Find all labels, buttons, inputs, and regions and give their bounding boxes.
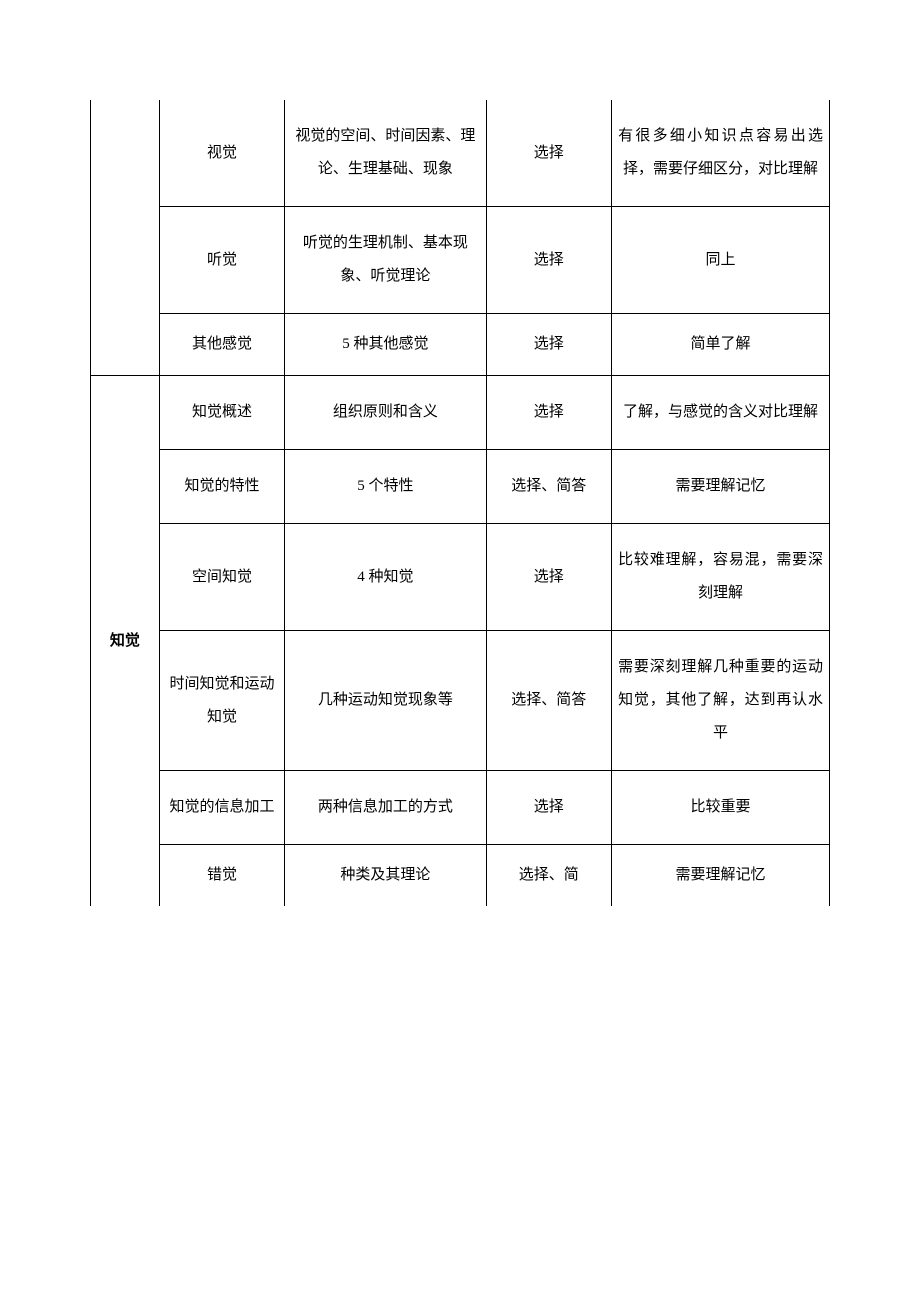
content-cell: 两种信息加工的方式 (285, 771, 486, 845)
study-guide-table: 视觉 视觉的空间、时间因素、理论、生理基础、现象 选择 有很多细小知识点容易出选… (90, 100, 830, 906)
table-row: 其他感觉 5 种其他感觉 选择 简单了解 (91, 314, 830, 376)
note-cell: 同上 (612, 207, 830, 314)
note-cell: 简单了解 (612, 314, 830, 376)
note-cell: 比较重要 (612, 771, 830, 845)
topic-cell: 视觉 (159, 100, 285, 207)
table-row: 空间知觉 4 种知觉 选择 比较难理解，容易混，需要深刻理解 (91, 524, 830, 631)
qtype-cell: 选择、简答 (486, 450, 612, 524)
table-row: 知觉的信息加工 两种信息加工的方式 选择 比较重要 (91, 771, 830, 845)
table-row: 时间知觉和运动知觉 几种运动知觉现象等 选择、简答 需要深刻理解几种重要的运动知… (91, 631, 830, 771)
content-cell: 种类及其理论 (285, 845, 486, 907)
table-row: 视觉 视觉的空间、时间因素、理论、生理基础、现象 选择 有很多细小知识点容易出选… (91, 100, 830, 207)
qtype-cell: 选择、简 (486, 845, 612, 907)
qtype-cell: 选择 (486, 376, 612, 450)
note-cell: 了解，与感觉的含义对比理解 (612, 376, 830, 450)
content-cell: 听觉的生理机制、基本现象、听觉理论 (285, 207, 486, 314)
content-cell: 5 种其他感觉 (285, 314, 486, 376)
table-row: 知觉的特性 5 个特性 选择、简答 需要理解记忆 (91, 450, 830, 524)
content-cell: 视觉的空间、时间因素、理论、生理基础、现象 (285, 100, 486, 207)
qtype-cell: 选择、简答 (486, 631, 612, 771)
note-cell: 比较难理解，容易混，需要深刻理解 (612, 524, 830, 631)
topic-cell: 知觉概述 (159, 376, 285, 450)
content-cell: 5 个特性 (285, 450, 486, 524)
topic-cell: 听觉 (159, 207, 285, 314)
qtype-cell: 选择 (486, 100, 612, 207)
topic-cell: 时间知觉和运动知觉 (159, 631, 285, 771)
table-row: 错觉 种类及其理论 选择、简 需要理解记忆 (91, 845, 830, 907)
note-cell: 需要理解记忆 (612, 845, 830, 907)
topic-cell: 知觉的特性 (159, 450, 285, 524)
qtype-cell: 选择 (486, 314, 612, 376)
note-cell: 需要深刻理解几种重要的运动知觉，其他了解，达到再认水平 (612, 631, 830, 771)
table-row: 知觉 知觉概述 组织原则和含义 选择 了解，与感觉的含义对比理解 (91, 376, 830, 450)
topic-cell: 其他感觉 (159, 314, 285, 376)
category-cell: 知觉 (91, 376, 160, 907)
qtype-cell: 选择 (486, 207, 612, 314)
content-cell: 组织原则和含义 (285, 376, 486, 450)
content-cell: 4 种知觉 (285, 524, 486, 631)
topic-cell: 知觉的信息加工 (159, 771, 285, 845)
note-cell: 需要理解记忆 (612, 450, 830, 524)
table-row: 听觉 听觉的生理机制、基本现象、听觉理论 选择 同上 (91, 207, 830, 314)
topic-cell: 错觉 (159, 845, 285, 907)
note-cell: 有很多细小知识点容易出选择，需要仔细区分，对比理解 (612, 100, 830, 207)
qtype-cell: 选择 (486, 524, 612, 631)
topic-cell: 空间知觉 (159, 524, 285, 631)
category-cell (91, 100, 160, 376)
content-cell: 几种运动知觉现象等 (285, 631, 486, 771)
qtype-cell: 选择 (486, 771, 612, 845)
